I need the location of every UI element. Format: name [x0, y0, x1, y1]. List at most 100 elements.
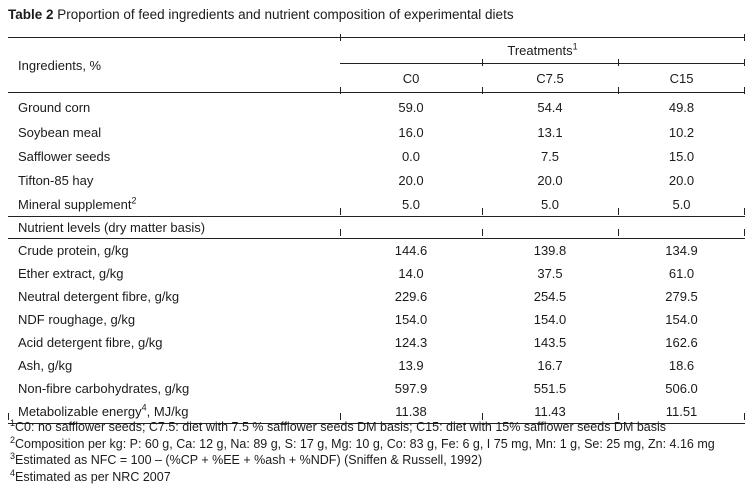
table-caption-number: Table 2 [8, 7, 54, 22]
footnote-4: 4Estimated as per NRC 2007 [10, 467, 750, 486]
column-rule-tick [744, 59, 745, 66]
row-label-cell: NDF roughage, g/kg [18, 312, 136, 327]
table-row: Ether extract, g/kg 14.0 37.5 61.0 [8, 262, 745, 285]
column-rule-tick [340, 229, 341, 236]
table-caption: Table 2 Proportion of feed ingredients a… [8, 7, 514, 22]
footnote-text: Estimated as per NRC 2007 [15, 469, 171, 484]
section-header-row: Nutrient levels (dry matter basis) [8, 216, 746, 239]
value-cell: 506.0 [665, 381, 698, 396]
row-label-cell: Acid detergent fibre, g/kg [18, 335, 163, 350]
column-rule-tick [340, 208, 341, 215]
value-cell: 20.0 [537, 172, 563, 188]
value-cell: 5.0 [401, 196, 421, 212]
value-cell: 139.8 [533, 243, 567, 258]
table-row: NDF roughage, g/kg 154.0 154.0 154.0 [8, 308, 745, 331]
value-cell: 551.5 [533, 381, 567, 396]
column-rule-tick [8, 413, 9, 420]
row-label-cell: Mineral supplement2 [18, 195, 137, 212]
row-label-cell: Tifton-85 hay [18, 172, 94, 188]
row-label-cell: Crude protein, g/kg [18, 243, 129, 258]
footnote-text: C0: no safflower seeds; C7.5: diet with … [15, 420, 667, 434]
value-cell: 18.6 [668, 358, 695, 373]
row-label-cell: Metabolizable energy4, MJ/kg [8, 400, 340, 424]
footnote-superscript: 1 [10, 417, 16, 428]
value-cell: 144.6 [394, 243, 428, 258]
value-cell: 13.9 [398, 358, 424, 373]
treatments-superscript: 1 [572, 41, 578, 52]
corner-header-label: Ingredients, % [18, 57, 102, 73]
value-cell: 37.5 [537, 266, 563, 281]
value-cell: 134.9 [665, 243, 698, 258]
table-row: Mineral supplement2 5.0 5.0 5.0 [8, 192, 745, 217]
value-cell: 154.0 [533, 312, 567, 327]
column-rule-tick [744, 208, 745, 215]
value-cell: 597.9 [394, 381, 428, 396]
column-rule-tick [482, 413, 483, 420]
value-cell: 20.0 [668, 172, 695, 188]
table-row: Safflower seeds 0.0 7.5 15.0 [8, 144, 745, 168]
footnote-superscript: 2 [10, 434, 16, 445]
treatments-header-cell: Treatments1 [340, 37, 746, 64]
column-rule-tick [340, 413, 341, 420]
footnote-text: Composition per kg: P: 60 g, Ca: 12 g, N… [15, 436, 715, 451]
value-cell: 154.0 [665, 312, 698, 327]
column-header-c7-5: C7.5 [482, 63, 618, 93]
value-cell: 5.0 [540, 196, 560, 212]
column-rule-tick [618, 229, 619, 236]
table-row: Crude protein, g/kg 144.6 139.8 134.9 [8, 239, 745, 263]
table-row: Non-fibre carbohydrates, g/kg 597.9 551.… [8, 377, 745, 400]
value-cell: 279.5 [665, 289, 698, 304]
column-header-c15: C15 [618, 63, 746, 93]
column-rule-tick [482, 59, 483, 66]
footnote-1: 1C0: no safflower seeds; C7.5: diet with… [10, 417, 750, 436]
row-label-cell: Non-fibre carbohydrates, g/kg [18, 381, 190, 396]
column-rule-tick [744, 34, 745, 41]
column-rule-tick [618, 87, 619, 94]
column-rule-tick [482, 87, 483, 94]
column-rule-tick [340, 34, 341, 41]
value-cell: 7.5 [540, 148, 560, 164]
group-header-row: Ingredients, % Treatments1 [8, 37, 746, 93]
value-cell: 254.5 [533, 289, 567, 304]
value-cell: 13.1 [537, 124, 563, 140]
table-caption-text: Proportion of feed ingredients and nutri… [57, 7, 514, 22]
row-label-cell: Safflower seeds [18, 148, 111, 164]
value-cell: 5.0 [672, 196, 691, 212]
footnote-3: 3Estimated as NFC = 100 – (%CP + %EE + %… [10, 450, 750, 469]
footnote-superscript: 4 [10, 467, 16, 478]
value-cell: 49.8 [668, 100, 695, 115]
section-header-cell: Nutrient levels (dry matter basis) [8, 216, 746, 239]
column-rule-tick [340, 87, 341, 94]
column-rule-tick [744, 87, 745, 94]
value-cell: 20.0 [398, 172, 424, 188]
row-label-cell: Ash, g/kg [18, 358, 73, 373]
value-cell: 16.7 [537, 358, 563, 373]
column-rule-tick [744, 413, 745, 420]
row-label-cell: Ether extract, g/kg [18, 266, 124, 281]
value-cell: 54.4 [537, 100, 563, 115]
row-label-cell: Soybean meal [18, 124, 102, 140]
column-rule-tick [744, 229, 745, 236]
value-cell: 14.0 [398, 266, 424, 281]
value-cell: 143.5 [533, 335, 567, 350]
value-cell: 11.51 [618, 400, 746, 424]
row-label-cell: Ground corn [18, 100, 91, 115]
table-row: Neutral detergent fibre, g/kg 229.6 254.… [8, 285, 745, 308]
column-rule-tick [482, 229, 483, 236]
value-cell: 16.0 [398, 124, 424, 140]
footnotes: 1C0: no safflower seeds; C7.5: diet with… [8, 417, 750, 486]
table-row: Tifton-85 hay 20.0 20.0 20.0 [8, 168, 745, 192]
table-row: Metabolizable energy4, MJ/kg 11.38 11.43… [8, 400, 746, 424]
footnote-superscript: 3 [10, 450, 16, 461]
value-cell: 61.0 [668, 266, 695, 281]
column-rule-tick [482, 208, 483, 215]
table-row: Soybean meal 16.0 13.1 10.2 [8, 120, 745, 144]
footnote-2: 2Composition per kg: P: 60 g, Ca: 12 g, … [10, 434, 750, 453]
value-cell: 11.43 [482, 400, 618, 424]
corner-header-cell: Ingredients, % [8, 37, 340, 93]
row-label-cell: Neutral detergent fibre, g/kg [18, 289, 180, 304]
value-cell: 154.0 [394, 312, 428, 327]
treatments-label: Treatments [507, 43, 573, 58]
value-cell: 15.0 [668, 148, 695, 164]
column-rule-tick [618, 413, 619, 420]
